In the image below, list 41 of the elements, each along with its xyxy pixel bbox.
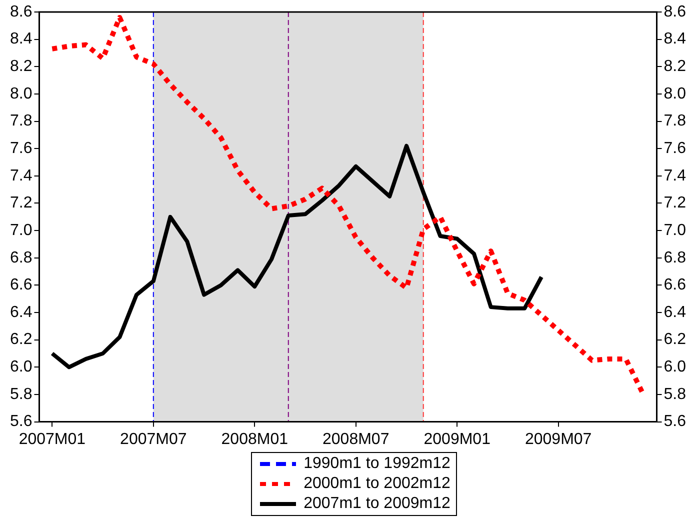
y-tick-label: 7.2 (10, 194, 32, 212)
x-tick-label: 2008M01 (221, 430, 288, 448)
x-tick-label: 2008M07 (322, 430, 390, 448)
y2-tick-label: 6.0 (664, 358, 686, 376)
y2-tick-label: 8.6 (664, 3, 686, 20)
y-tick-label: 7.6 (10, 140, 32, 158)
y-tick-label: 6.2 (10, 331, 32, 348)
y-tick-label: 7.4 (10, 167, 32, 184)
y-tick-label: 7.8 (10, 112, 32, 130)
y2-tick-label: 7.6 (664, 140, 686, 158)
y2-tick-label: 8.4 (664, 30, 686, 48)
y-tick-label: 6.4 (10, 304, 32, 321)
y-tick-label: 8.6 (10, 3, 32, 20)
x-tick-label: 2009M07 (524, 430, 592, 448)
y-tick-label: 5.8 (10, 386, 32, 403)
x-tick-label: 2009M01 (424, 430, 491, 448)
y2-tick-label: 6.4 (664, 304, 686, 321)
x-tick-label: 2007M07 (120, 430, 187, 448)
y-tick-label: 6.8 (10, 249, 32, 266)
y2-tick-label: 5.8 (664, 386, 686, 403)
legend-label: 2007m1 to 2009m12 (304, 494, 450, 514)
y2-tick-label: 6.8 (664, 249, 686, 266)
y-tick-label: 5.6 (10, 413, 32, 430)
y-tick-label: 8.2 (10, 58, 32, 76)
y-tick-label: 6.6 (10, 276, 32, 294)
y-tick-label: 7.0 (10, 222, 32, 239)
y-tick-label: 6.0 (10, 358, 32, 376)
y-tick-label: 8.0 (10, 85, 32, 102)
y2-tick-label: 8.0 (664, 85, 686, 102)
y-tick-label: 8.4 (10, 30, 32, 48)
y2-tick-label: 5.6 (664, 413, 686, 430)
legend-label: 2000m1 to 2002m12 (304, 474, 450, 494)
y2-tick-label: 7.2 (664, 194, 686, 212)
x-tick-label: 2007M01 (18, 430, 86, 448)
y2-tick-label: 7.0 (664, 222, 686, 239)
legend-label: 1990m1 to 1992m12 (304, 454, 450, 474)
y2-tick-label: 8.2 (664, 58, 686, 76)
y2-tick-label: 7.8 (664, 112, 686, 130)
y2-tick-label: 6.6 (664, 276, 686, 294)
y2-tick-label: 6.2 (664, 331, 686, 348)
y2-tick-label: 7.4 (664, 167, 686, 184)
